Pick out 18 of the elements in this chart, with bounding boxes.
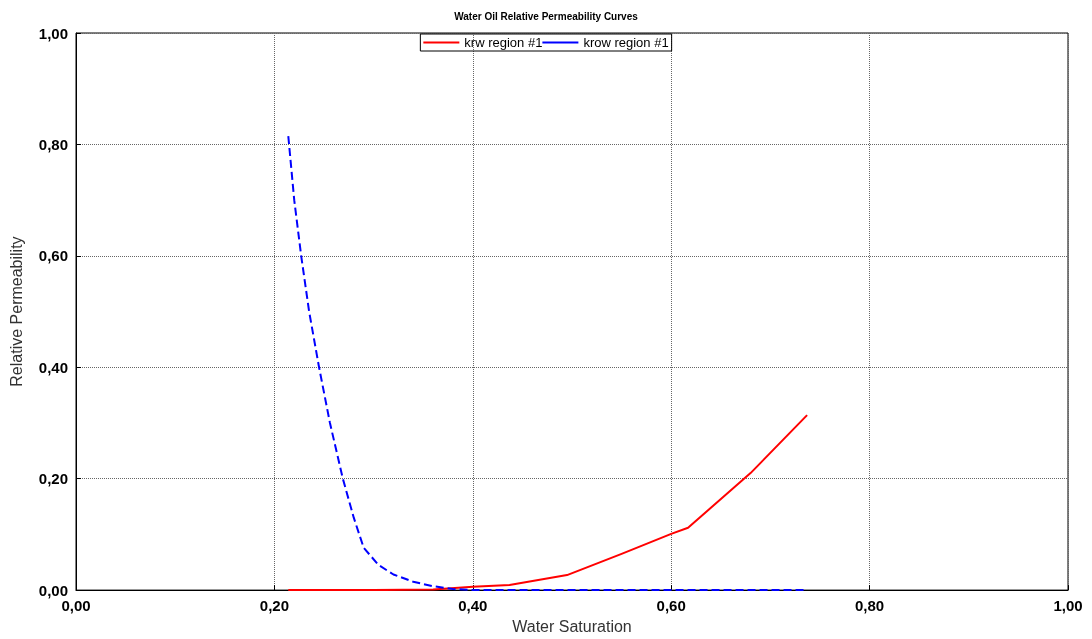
y-tick-label: 0,00: [38, 581, 68, 599]
y-axis-title: Relative Permeability: [7, 236, 25, 387]
y-tick-label: 0,80: [38, 135, 68, 153]
legend-label: krow region #1: [583, 35, 669, 50]
line-series: [287, 414, 809, 592]
y-tick-label: 0,40: [38, 358, 68, 376]
y-tick-label: 0,20: [38, 470, 68, 488]
x-tick-label: 0,00: [61, 597, 91, 615]
y-tick-label: 0,60: [38, 247, 68, 265]
x-tick-label: 0,80: [855, 597, 885, 615]
x-axis-title: Water Saturation: [512, 617, 632, 635]
x-tick-label: 0,20: [259, 597, 289, 615]
y-tick-label: 1,00: [38, 24, 68, 42]
legend-label: krw region #1: [464, 35, 543, 50]
x-tick-label: 0,60: [656, 597, 686, 615]
x-tick-label: 0,40: [458, 597, 488, 615]
chart-title: Water Oil Relative Permeability Curves: [454, 10, 639, 22]
x-tick-label: 1,00: [1053, 597, 1083, 615]
